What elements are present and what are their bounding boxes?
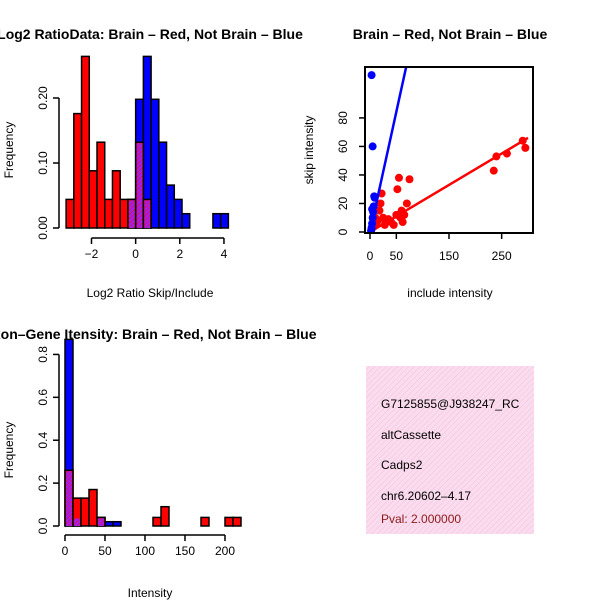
hist-bar-notbrain-2-3 <box>104 520 114 527</box>
hist-bar-brain-2-5 <box>152 516 162 527</box>
scatter-point-red-23 <box>489 166 498 175</box>
scatter-point-red-13 <box>389 220 398 229</box>
event-id: G7125855@J938247_RC <box>381 397 520 411</box>
hist-bar-brain-0-7 <box>119 198 129 229</box>
hist-bar-brain-0-5 <box>103 198 114 229</box>
scatter-clip-group <box>367 68 530 232</box>
intensity-histogram-title: Exon–Gene Itensity: Brain – Red, Not Bra… <box>0 326 317 342</box>
x-tick-label-0-0: −2 <box>85 247 99 261</box>
hist-bar-overlap-2-1 <box>74 518 80 526</box>
scatter-y-tick-label-2: 40 <box>336 168 350 182</box>
intensity-histogram-panel: Exon–Gene Itensity: Brain – Red, Not Bra… <box>0 326 317 600</box>
scatter-y-tick-label-3: 60 <box>336 139 350 153</box>
fit-line-blue <box>368 68 408 232</box>
x-tick-label-0-1: 0 <box>132 247 139 261</box>
event-type: altCassette <box>381 428 441 442</box>
hist-bar-brain-0-3 <box>88 170 98 229</box>
intensity-histogram-bars <box>64 338 242 527</box>
x-tick-label-2-0: 0 <box>62 544 69 558</box>
intensity-histogram-ylabel: Frequency <box>2 422 16 479</box>
intensity-histogram-axes: 0 50 100 150 200 0.0 0.2 0.4 0.6 0.8 <box>36 346 235 558</box>
y-tick-label-0-1: 0.10 <box>36 151 50 175</box>
ratio-histogram-axes: −2 0 2 4 0.00 0.10 0.20 <box>36 86 228 261</box>
scatter-axes: 0 50 150 250 0 20 40 60 80 <box>336 111 512 263</box>
p-value: Pval: 2.000000 <box>381 512 461 526</box>
ratio-histogram-panel: Log2 RatioData: Brain – Red, Not Brain –… <box>0 26 303 300</box>
scatter-point-red-16 <box>394 173 403 182</box>
hist-bar-overlap-0-1 <box>136 143 143 228</box>
scatter-point-red-19 <box>398 218 407 227</box>
hist-bar-overlap-0-2 <box>144 200 151 228</box>
ratio-histogram-title: Log2 RatioData: Brain – Red, Not Brain –… <box>0 26 303 42</box>
scatter-x-tick-label-0: 0 <box>367 249 374 263</box>
scatter-title: Brain – Red, Not Brain – Blue <box>353 26 548 42</box>
hist-bar-notbrain-0-7 <box>181 212 191 229</box>
intensity-histogram-xlabel: Intensity <box>128 586 173 600</box>
hist-bar-notbrain-0-4 <box>158 141 168 229</box>
hist-bar-brain-0-4 <box>96 141 106 229</box>
y-tick-label-0-2: 0.20 <box>36 86 50 110</box>
hist-bar-brain-2-8 <box>224 516 234 527</box>
hist-bar-brain-2-7 <box>200 516 210 527</box>
hist-bar-brain-2-2 <box>80 497 90 527</box>
gene-name: Cadps2 <box>381 458 423 472</box>
scatter-point-red-5 <box>375 206 384 215</box>
scatter-plot-area <box>367 68 530 232</box>
hist-bar-brain-0-0 <box>65 198 75 229</box>
y-tick-label-2-3: 0.6 <box>36 389 50 406</box>
hist-bar-brain-2-6 <box>160 505 170 527</box>
event-info-panel: G7125855@J938247_RC altCassette Cadps2 c… <box>366 366 534 534</box>
scatter-y-tick-label-1: 20 <box>336 196 350 210</box>
hist-bar-notbrain-0-9 <box>219 212 230 229</box>
x-tick-label-0-3: 4 <box>221 247 228 261</box>
ratio-histogram-ylabel: Frequency <box>2 122 16 179</box>
hist-bar-brain-2-3 <box>88 488 98 527</box>
x-tick-label-0-2: 2 <box>176 247 183 261</box>
hist-bar-overlap-2-0 <box>66 471 72 526</box>
x-tick-label-2-2: 100 <box>135 544 155 558</box>
scatter-x-tick-label-1: 50 <box>390 249 404 263</box>
hist-bar-brain-0-1 <box>73 112 83 229</box>
hist-bar-overlap-2-2 <box>98 518 104 526</box>
scatter-point-red-22 <box>405 175 414 184</box>
scatter-y-tick-label-4: 80 <box>336 111 350 125</box>
scatter-point-red-27 <box>521 143 530 152</box>
y-tick-label-0-0: 0.00 <box>36 216 50 240</box>
genomic-location: chr6.20602–4.17 <box>381 489 471 503</box>
scatter-point-red-6 <box>376 199 385 208</box>
scatter-x-tick-label-3: 250 <box>492 249 512 263</box>
scatter-xlabel: include intensity <box>407 286 492 300</box>
x-tick-label-2-1: 50 <box>98 544 112 558</box>
y-tick-label-2-0: 0.0 <box>36 517 50 534</box>
fit-line-red <box>369 136 529 232</box>
hist-bar-overlap-0-0 <box>128 200 135 228</box>
hist-bar-notbrain-0-6 <box>173 198 183 229</box>
hist-bar-notbrain-2-4 <box>112 520 122 527</box>
scatter-point-blue-10 <box>367 71 376 80</box>
scatter-ylabel: skip intensity <box>302 116 316 185</box>
event-info-background <box>366 366 534 534</box>
ratio-histogram-xlabel: Log2 Ratio Skip/Include <box>87 286 214 300</box>
scatter-y-tick-label-0: 0 <box>336 228 350 235</box>
scatter-point-blue-7 <box>368 142 377 151</box>
hist-bar-brain-0-2 <box>80 55 91 229</box>
hist-bar-notbrain-0-8 <box>212 212 222 229</box>
scatter-point-red-15 <box>393 185 402 194</box>
scatter-point-red-21 <box>402 199 411 208</box>
y-tick-label-2-2: 0.4 <box>36 432 50 449</box>
y-tick-label-2-4: 0.8 <box>36 346 50 363</box>
hist-bar-notbrain-0-5 <box>165 184 176 229</box>
hist-bar-notbrain-0-3 <box>150 98 160 229</box>
scatter-x-tick-label-2: 150 <box>439 249 459 263</box>
y-tick-label-2-1: 0.2 <box>36 474 50 491</box>
hist-bar-brain-2-9 <box>232 516 242 527</box>
ratio-histogram-bars <box>65 55 230 229</box>
intensity-scatter-panel: Brain – Red, Not Brain – Blue 0 50 150 2500… <box>302 26 547 300</box>
hist-bar-brain-0-6 <box>111 170 121 229</box>
x-tick-label-2-3: 150 <box>175 544 195 558</box>
x-tick-label-2-4: 200 <box>215 544 235 558</box>
